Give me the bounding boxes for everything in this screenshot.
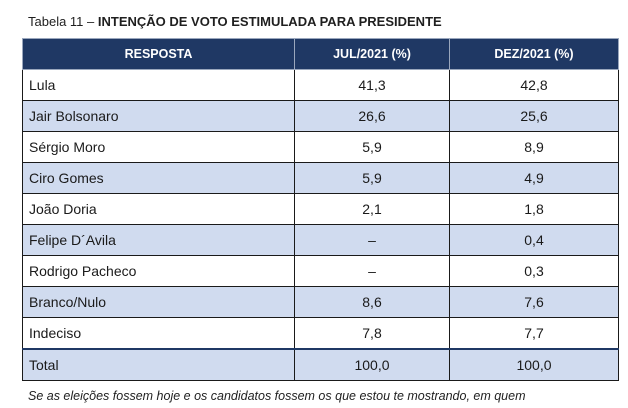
table-row: João Doria 2,1 1,8 bbox=[23, 194, 619, 225]
row-dez-value: 25,6 bbox=[450, 101, 619, 132]
total-jul-value: 100,0 bbox=[295, 349, 450, 381]
row-jul-value: – bbox=[295, 256, 450, 287]
row-label: Branco/Nulo bbox=[23, 287, 295, 318]
row-jul-value: 5,9 bbox=[295, 132, 450, 163]
row-jul-value: 2,1 bbox=[295, 194, 450, 225]
table-row: Branco/Nulo 8,6 7,6 bbox=[23, 287, 619, 318]
row-dez-value: 7,7 bbox=[450, 318, 619, 350]
header-dez-2021: DEZ/2021 (%) bbox=[450, 39, 619, 70]
row-dez-value: 1,8 bbox=[450, 194, 619, 225]
row-dez-value: 0,3 bbox=[450, 256, 619, 287]
row-jul-value: – bbox=[295, 225, 450, 256]
caption-title: INTENÇÃO DE VOTO ESTIMULADA PARA PRESIDE… bbox=[98, 14, 442, 29]
row-label: Indeciso bbox=[23, 318, 295, 350]
row-label: Rodrigo Pacheco bbox=[23, 256, 295, 287]
row-label: Lula bbox=[23, 70, 295, 101]
row-jul-value: 7,8 bbox=[295, 318, 450, 350]
table-row: Ciro Gomes 5,9 4,9 bbox=[23, 163, 619, 194]
total-dez-value: 100,0 bbox=[450, 349, 619, 381]
row-jul-value: 41,3 bbox=[295, 70, 450, 101]
header-resposta: RESPOSTA bbox=[23, 39, 295, 70]
vote-intention-table: RESPOSTA JUL/2021 (%) DEZ/2021 (%) Lula … bbox=[22, 38, 619, 381]
row-dez-value: 0,4 bbox=[450, 225, 619, 256]
row-label: Ciro Gomes bbox=[23, 163, 295, 194]
row-label: Sérgio Moro bbox=[23, 132, 295, 163]
header-jul-2021: JUL/2021 (%) bbox=[295, 39, 450, 70]
row-label: Jair Bolsonaro bbox=[23, 101, 295, 132]
row-dez-value: 7,6 bbox=[450, 287, 619, 318]
table-row: Indeciso 7,8 7,7 bbox=[23, 318, 619, 350]
table-row: Lula 41,3 42,8 bbox=[23, 70, 619, 101]
row-jul-value: 26,6 bbox=[295, 101, 450, 132]
table-row: Sérgio Moro 5,9 8,9 bbox=[23, 132, 619, 163]
total-label: Total bbox=[23, 349, 295, 381]
table-row: Jair Bolsonaro 26,6 25,6 bbox=[23, 101, 619, 132]
row-dez-value: 4,9 bbox=[450, 163, 619, 194]
table-header-row: RESPOSTA JUL/2021 (%) DEZ/2021 (%) bbox=[23, 39, 619, 70]
table-row: Felipe D´Avila – 0,4 bbox=[23, 225, 619, 256]
total-row: Total 100,0 100,0 bbox=[23, 349, 619, 381]
row-dez-value: 42,8 bbox=[450, 70, 619, 101]
row-dez-value: 8,9 bbox=[450, 132, 619, 163]
table-caption: Tabela 11 – INTENÇÃO DE VOTO ESTIMULADA … bbox=[28, 14, 442, 29]
question-footnote: Se as eleições fossem hoje e os candidat… bbox=[28, 389, 526, 403]
table-row: Rodrigo Pacheco – 0,3 bbox=[23, 256, 619, 287]
row-label: Felipe D´Avila bbox=[23, 225, 295, 256]
row-label: João Doria bbox=[23, 194, 295, 225]
row-jul-value: 5,9 bbox=[295, 163, 450, 194]
row-jul-value: 8,6 bbox=[295, 287, 450, 318]
caption-prefix: Tabela 11 – bbox=[28, 14, 98, 29]
